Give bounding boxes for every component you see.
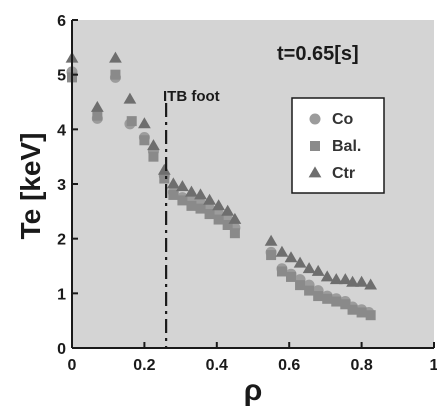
legend-label-ctr: Ctr: [332, 165, 355, 182]
point-bal-5: [148, 151, 159, 162]
x-tick-label-4: 0.8: [350, 357, 372, 374]
x-tick-label-3: 0.6: [278, 357, 300, 374]
y-tick-label-6: 6: [57, 13, 66, 30]
point-bal-16: [276, 266, 287, 277]
point-ctr-4: [138, 117, 151, 129]
point-ctr-25: [355, 275, 368, 287]
point-bal-6: [159, 173, 170, 184]
point-ctr-21: [320, 270, 334, 282]
axes-layer: 0 1 2 3 4 5 6 0 0.2 0.4 0.6 0.8 1: [57, 13, 437, 374]
point-bal-7: [168, 189, 179, 200]
point-bal-24: [347, 304, 358, 315]
point-ctr-20: [311, 264, 325, 276]
point-ctr-24: [346, 275, 359, 287]
x-tick-label-2: 0.4: [206, 357, 228, 374]
point-bal-3: [126, 116, 137, 127]
point-bal-25: [356, 307, 367, 318]
legend-label-bal: Bal.: [332, 138, 361, 155]
point-bal-11: [204, 209, 215, 220]
point-bal-20: [313, 291, 324, 302]
point-ctr-23: [338, 273, 352, 285]
point-bal-17: [286, 271, 297, 282]
point-bal-23: [340, 299, 351, 310]
y-tick-label-3: 3: [57, 177, 66, 194]
x-axis-title: ρ: [244, 374, 263, 407]
point-bal-21: [322, 293, 333, 304]
point-bal-14: [229, 228, 240, 239]
point-ctr-18: [293, 256, 307, 268]
point-bal-19: [304, 285, 315, 296]
point-ctr-6: [157, 163, 171, 175]
legend-marker-co: [309, 113, 321, 125]
y-tick-label-4: 4: [57, 122, 66, 139]
point-bal-2: [110, 69, 121, 80]
x-tick-label-1: 0.2: [133, 357, 155, 374]
x-tick-label-0: 0: [68, 357, 77, 374]
legend-marker-ctr: [308, 166, 322, 178]
point-ctr-12: [212, 199, 225, 211]
x-tick-label-5: 1: [430, 357, 437, 374]
point-bal-8: [177, 195, 188, 206]
y-tick-label-1: 1: [57, 286, 66, 303]
point-ctr-22: [329, 273, 343, 285]
marks-layer: [65, 51, 378, 321]
legend-box: [291, 97, 385, 194]
point-ctr-2: [109, 51, 122, 63]
point-bal-13: [222, 220, 233, 230]
y-tick-label-0: 0: [57, 341, 66, 358]
point-ctr-8: [176, 180, 189, 192]
y-tick-label-5: 5: [57, 68, 66, 85]
y-tick-label-2: 2: [57, 232, 66, 249]
point-bal-22: [331, 296, 342, 307]
point-bal-4: [139, 135, 150, 146]
point-bal-9: [186, 200, 197, 211]
point-bal-15: [266, 250, 277, 261]
point-ctr-26: [364, 278, 378, 290]
point-ctr-1: [90, 100, 104, 112]
point-ctr-14: [228, 212, 242, 224]
point-ctr-11: [203, 193, 216, 205]
point-ctr-7: [166, 177, 180, 189]
point-bal-10: [195, 203, 206, 214]
point-bal-1: [92, 110, 103, 121]
point-ctr-17: [284, 251, 298, 263]
itb-foot-label: ITB foot: [163, 88, 220, 105]
point-ctr-15: [264, 234, 278, 246]
point-ctr-9: [185, 185, 198, 197]
point-bal-12: [213, 214, 224, 225]
point-ctr-5: [147, 139, 160, 151]
legend-label-co: Co: [332, 111, 354, 128]
time-annotation: t=0.65[s]: [277, 43, 359, 65]
point-bal-18: [295, 280, 306, 291]
point-ctr-3: [123, 92, 137, 104]
point-bal-26: [365, 310, 376, 321]
legend-marker-bal: [310, 141, 320, 151]
point-ctr-16: [275, 245, 289, 257]
y-axis-title: Te [keV]: [15, 133, 46, 240]
legend: Co Bal. Ctr: [291, 97, 385, 194]
point-ctr-10: [194, 188, 207, 200]
point-ctr-19: [302, 262, 316, 274]
point-ctr-13: [221, 204, 235, 216]
